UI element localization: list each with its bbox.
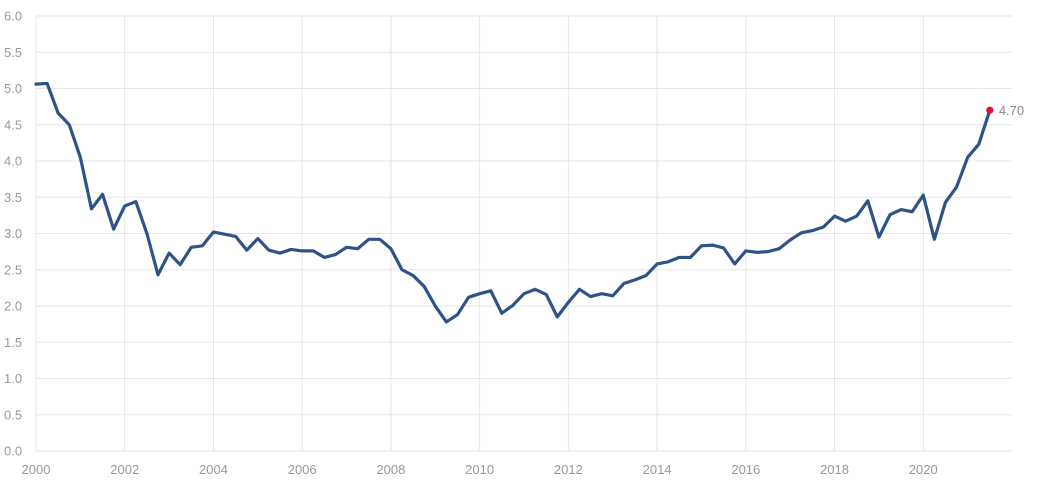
y-tick-label: 1.0: [4, 371, 22, 386]
series-layer: [34, 81, 992, 324]
y-tick-label: 2.0: [4, 299, 22, 314]
end-point-marker: [986, 106, 994, 114]
x-tick-label: 2018: [820, 462, 849, 477]
x-tick-label: 2010: [465, 462, 494, 477]
x-tick-label: 2008: [376, 462, 405, 477]
end-point-layer: 4.70: [986, 103, 1024, 118]
y-axis-tick-labels: 0.0 0.5 1.0 1.5 2.0 2.5 3.0 3.5 4.0 4.5 5.0 5.5 6.0: [4, 9, 22, 459]
x-tick-label: 2012: [554, 462, 583, 477]
horizontal-gridlines: [36, 15, 1012, 452]
vertical-gridlines: [35, 16, 924, 451]
y-tick-label: 6.0: [4, 9, 22, 24]
x-tick-label: 2014: [643, 462, 672, 477]
y-tick-label: 3.5: [4, 190, 22, 205]
x-tick-label: 2020: [909, 462, 938, 477]
series-line-0: [34, 81, 992, 324]
x-tick-label: 2006: [288, 462, 317, 477]
y-tick-label: 4.0: [4, 154, 22, 169]
x-tick-label: 2004: [199, 462, 228, 477]
end-point-label: 4.70: [999, 103, 1024, 118]
y-tick-label: 1.5: [4, 335, 22, 350]
x-tick-label: 2000: [22, 462, 51, 477]
y-tick-label: 4.5: [4, 117, 22, 132]
y-tick-label: 5.0: [4, 81, 22, 96]
y-tick-label: 3.0: [4, 226, 22, 241]
x-axis-tick-labels: 2000 2002 2004 2006 2008 2010 2012 2014 2016 2018…: [22, 462, 938, 477]
x-tick-label: 2016: [731, 462, 760, 477]
y-tick-label: 0.0: [4, 444, 22, 459]
y-tick-label: 2.5: [4, 262, 22, 277]
x-tick-label: 2002: [110, 462, 139, 477]
y-tick-label: 0.5: [4, 407, 22, 422]
y-tick-label: 5.5: [4, 45, 22, 60]
